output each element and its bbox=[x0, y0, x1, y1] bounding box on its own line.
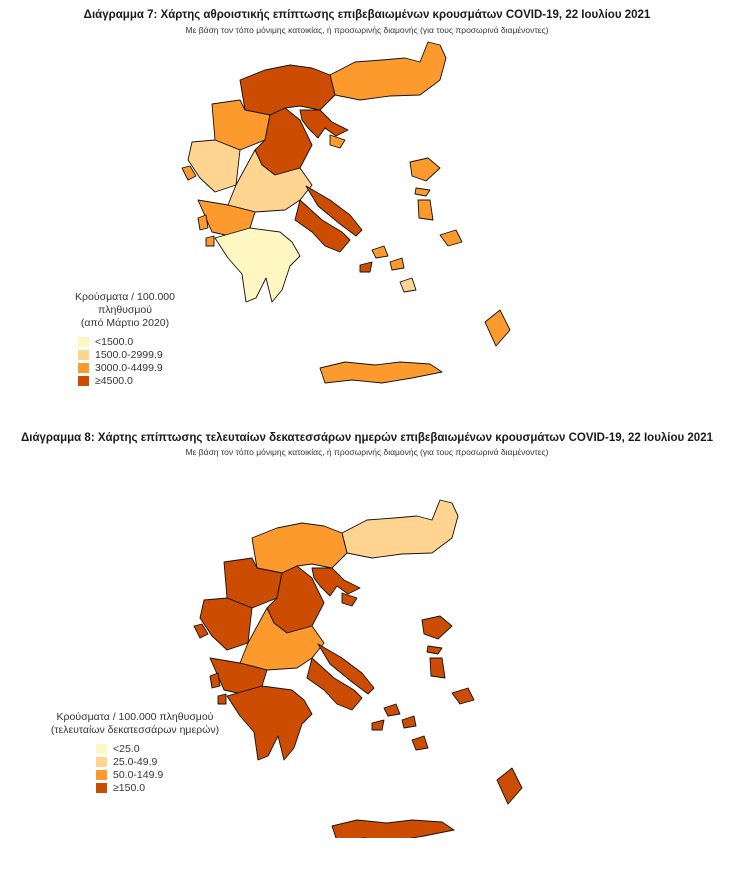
map-region bbox=[306, 657, 363, 711]
legend-label: 3000.0-4499.9 bbox=[95, 361, 163, 374]
map-region bbox=[294, 199, 351, 253]
map-region bbox=[341, 592, 358, 607]
map-region bbox=[299, 109, 349, 139]
map-region bbox=[421, 615, 453, 640]
map-region bbox=[439, 229, 463, 247]
legend-item: 50.0-149.9 bbox=[96, 768, 230, 781]
map2-choropleth bbox=[193, 499, 523, 838]
map-region bbox=[496, 767, 523, 805]
legend-item: 25.0-49.9 bbox=[96, 755, 230, 768]
legend-swatch bbox=[96, 782, 107, 793]
legend-item: <25.0 bbox=[96, 742, 230, 755]
map-region bbox=[451, 687, 475, 705]
map-region bbox=[193, 623, 209, 639]
map-region bbox=[214, 227, 301, 303]
legend-label: 25.0-49.9 bbox=[113, 755, 158, 768]
map1-subtitle: Με βάση τον τόπο μόνιμης κατοικίας, ή πρ… bbox=[185, 25, 549, 35]
legend-item: ≥4500.0 bbox=[78, 374, 200, 387]
legend-swatch bbox=[78, 349, 89, 360]
legend-swatch bbox=[96, 756, 107, 767]
map2-legend: Κρούσματα / 100.000 πληθυσμού (τελευταίω… bbox=[40, 711, 230, 794]
map-region bbox=[429, 657, 446, 679]
legend-swatch bbox=[96, 743, 107, 754]
map-region bbox=[251, 522, 348, 574]
map-region bbox=[311, 567, 361, 597]
legend-subtitle: (από Μάρτιο 2020) bbox=[80, 317, 170, 329]
map-region bbox=[317, 643, 375, 695]
map-region bbox=[209, 672, 221, 689]
legend-swatch bbox=[78, 336, 89, 347]
map-region bbox=[383, 703, 401, 717]
map-region bbox=[329, 134, 346, 149]
map-region bbox=[409, 157, 441, 182]
map-region bbox=[399, 277, 417, 293]
map-region bbox=[401, 715, 417, 729]
map-region bbox=[205, 235, 215, 247]
map2-title: Διάγραμμα 8: Χάρτης επίπτωσης τελευταίων… bbox=[20, 432, 713, 444]
map-region bbox=[197, 214, 209, 231]
legend-label: <25.0 bbox=[113, 742, 140, 755]
map2-subtitle: Με βάση τον τόπο μόνιμης κατοικίας, ή πρ… bbox=[185, 447, 549, 457]
legend-label: ≥4500.0 bbox=[95, 374, 133, 387]
legend-item: 3000.0-4499.9 bbox=[78, 361, 200, 374]
map-region bbox=[187, 139, 241, 193]
legend-item: 1500.0-2999.9 bbox=[78, 348, 200, 361]
map-region bbox=[226, 685, 313, 761]
map-region bbox=[331, 819, 455, 838]
legend-label: 1500.0-2999.9 bbox=[95, 348, 163, 361]
map-region bbox=[181, 165, 197, 181]
legend-label: 50.0-149.9 bbox=[113, 768, 164, 781]
legend-label: ≥150.0 bbox=[113, 781, 146, 794]
legend-title: Κρούσματα / 100.000 πληθυσμού bbox=[56, 711, 214, 723]
map-region bbox=[217, 693, 227, 705]
map-region bbox=[329, 41, 447, 101]
map-region bbox=[341, 499, 459, 559]
map-region bbox=[371, 719, 385, 731]
map-region bbox=[417, 199, 434, 221]
map-region bbox=[389, 257, 405, 271]
legend-swatch bbox=[78, 375, 89, 386]
legend-swatch bbox=[96, 769, 107, 780]
map-region bbox=[426, 645, 443, 655]
legend-item: <1500.0 bbox=[78, 335, 200, 348]
map-region bbox=[199, 597, 253, 651]
map1-choropleth bbox=[181, 41, 511, 384]
map-region bbox=[411, 735, 429, 751]
legend-subtitle: (τελευταίων δεκατεσσάρων ημερών) bbox=[50, 724, 220, 736]
map1-legend: Κρούσματα / 100.000 πληθυσμού (από Μάρτι… bbox=[50, 291, 200, 387]
map-region bbox=[239, 64, 336, 116]
legend-item: ≥150.0 bbox=[96, 781, 230, 794]
legend-swatch bbox=[78, 362, 89, 373]
legend-label: <1500.0 bbox=[95, 335, 134, 348]
map1-title: Διάγραμμα 7: Χάρτης αθροιστικής επίπτωση… bbox=[83, 9, 651, 21]
map-region bbox=[359, 261, 373, 273]
map-region bbox=[414, 187, 431, 197]
map-region bbox=[371, 245, 389, 259]
map-region bbox=[305, 185, 363, 237]
map-region bbox=[484, 309, 511, 347]
map-region bbox=[319, 361, 443, 384]
legend-title: Κρούσματα / 100.000 πληθυσμού bbox=[75, 291, 175, 316]
